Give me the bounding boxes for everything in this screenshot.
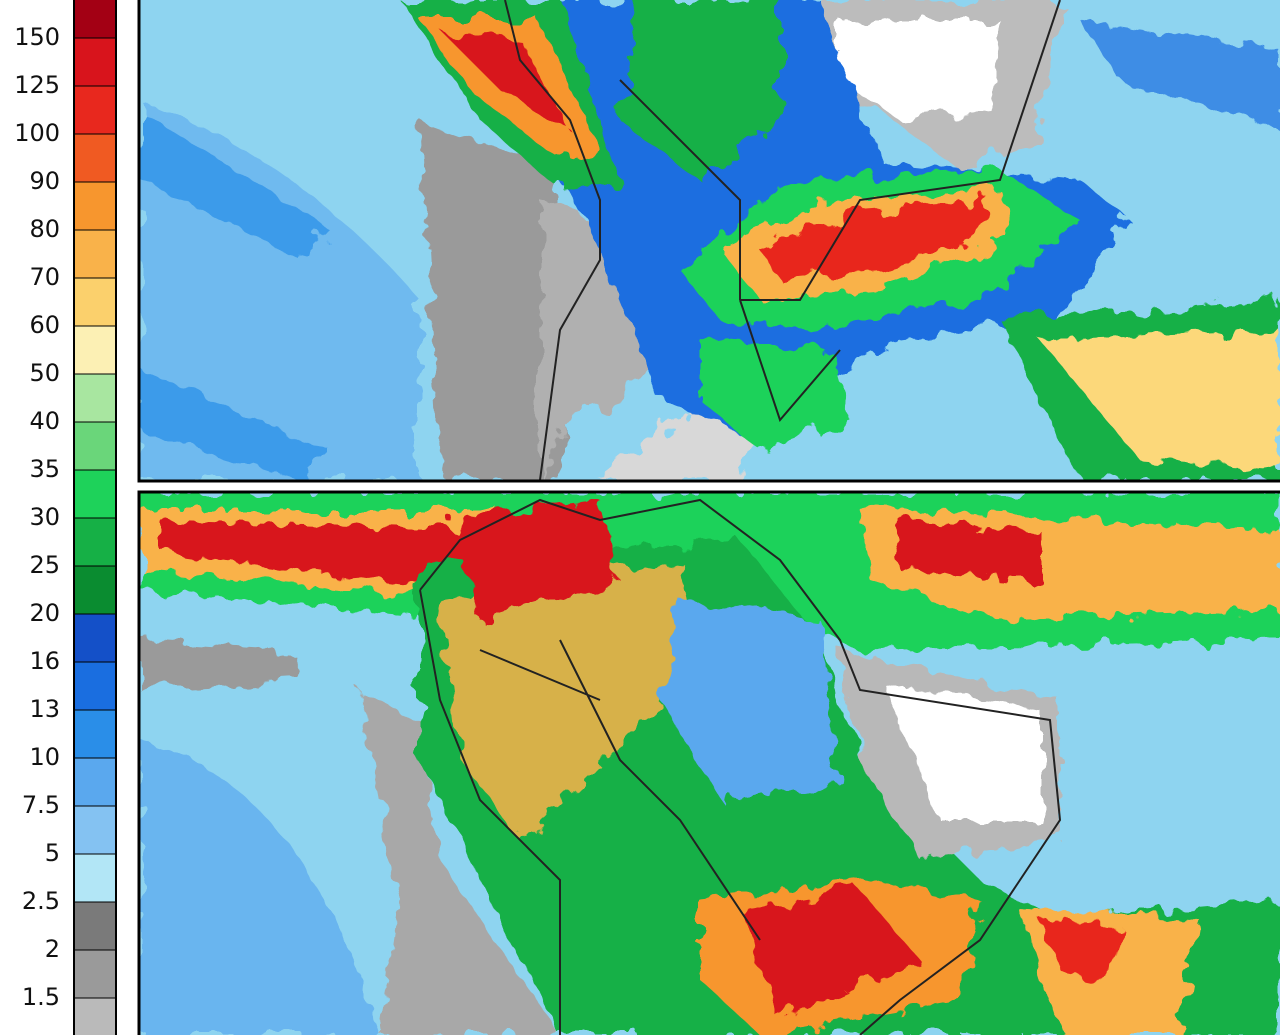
legend-swatch <box>74 758 116 806</box>
legend-tick-label: 125 <box>14 71 60 99</box>
legend-tick-label: 90 <box>29 167 60 195</box>
legend-tick-label: 50 <box>29 359 60 387</box>
legend-swatch <box>74 902 116 950</box>
legend-swatch <box>74 374 116 422</box>
legend-swatch <box>74 518 116 566</box>
legend-swatch <box>74 566 116 614</box>
legend-tick-label: 2.5 <box>22 887 60 915</box>
legend-swatch <box>74 278 116 326</box>
map-bottom <box>140 492 1280 1035</box>
legend-tick-label: 20 <box>29 599 60 627</box>
legend-swatch <box>74 710 116 758</box>
legend-swatch <box>74 950 116 998</box>
legend-swatch <box>74 998 116 1035</box>
legend-tick-label: 70 <box>29 263 60 291</box>
legend-tick-label: 16 <box>29 647 60 675</box>
legend-tick-label: 5 <box>45 839 60 867</box>
legend-tick-label: 35 <box>29 455 60 483</box>
legend-tick-label: 40 <box>29 407 60 435</box>
map-top <box>140 0 1280 480</box>
legend-swatch <box>74 854 116 902</box>
legend-tick-label: 150 <box>14 23 60 51</box>
legend-swatch <box>74 614 116 662</box>
panel-frame <box>137 0 1280 483</box>
legend-swatch <box>74 662 116 710</box>
legend-swatch <box>74 0 116 38</box>
legend-swatch <box>74 806 116 854</box>
legend-tick-label: 30 <box>29 503 60 531</box>
legend-swatch <box>74 326 116 374</box>
legend-frame <box>73 0 117 1035</box>
legend-tick-label: 25 <box>29 551 60 579</box>
legend-swatch <box>74 86 116 134</box>
legend-tick-label: 2 <box>45 935 60 963</box>
legend-swatch <box>74 422 116 470</box>
panel-frame <box>137 490 1280 1035</box>
legend-swatch <box>74 230 116 278</box>
legend-tick-label: 7.5 <box>22 791 60 819</box>
color-legend: 150 125 100 90 80 70 60 50 40 35 30 25 20 16 13 10 7.5 5 2… <box>14 0 117 1035</box>
legend-swatch <box>74 134 116 182</box>
legend-swatch <box>74 470 116 518</box>
legend-tick-label: 60 <box>29 311 60 339</box>
legend-tick-label: 10 <box>29 743 60 771</box>
legend-swatch <box>74 182 116 230</box>
legend-tick-label: 13 <box>29 695 60 723</box>
legend-swatch <box>74 38 116 86</box>
legend-tick-label: 80 <box>29 215 60 243</box>
legend-tick-label: 100 <box>14 119 60 147</box>
legend-tick-label: 1.5 <box>22 983 60 1011</box>
